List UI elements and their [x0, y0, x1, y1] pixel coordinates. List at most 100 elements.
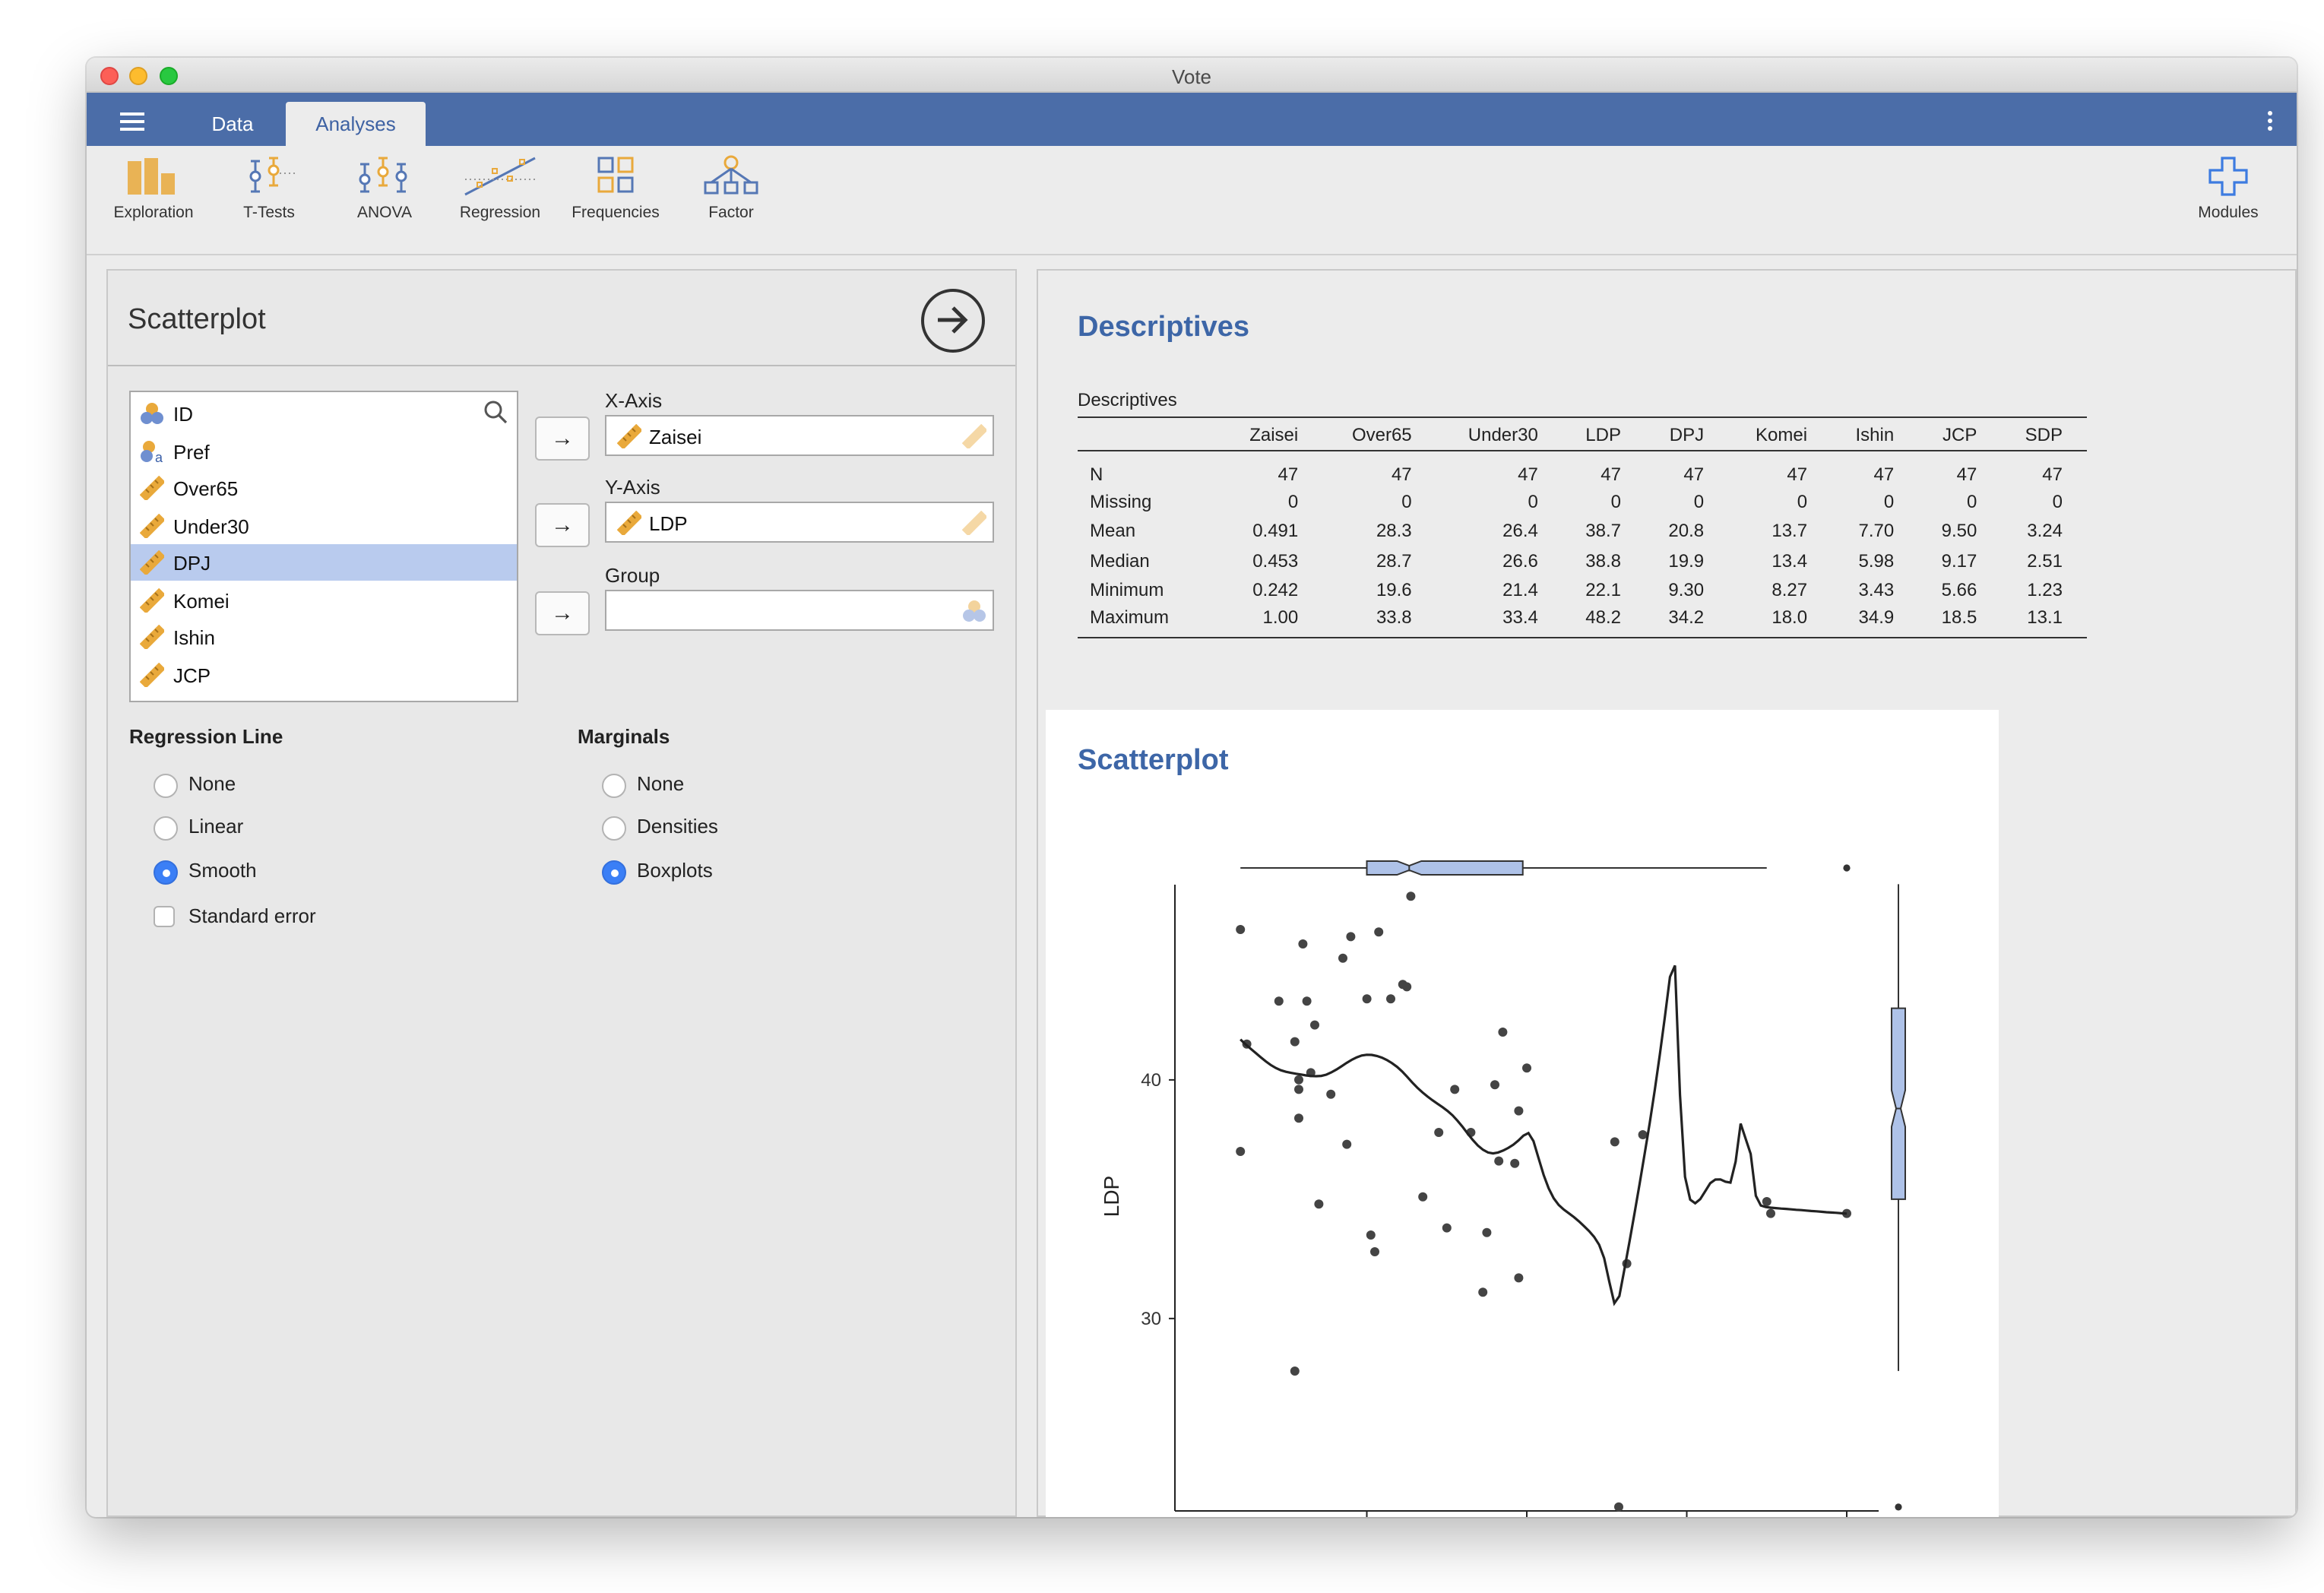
- data-point: [1366, 1230, 1376, 1240]
- regression-smooth-label: Smooth: [188, 859, 257, 882]
- maximize-window-button[interactable]: [160, 67, 178, 85]
- marginals-none-radio[interactable]: [602, 774, 626, 798]
- list-item[interactable]: Over65: [131, 470, 517, 506]
- marginals-boxplots-radio[interactable]: [602, 860, 626, 885]
- t-tests-button[interactable]: T-Tests: [216, 155, 322, 222]
- row-label: Maximum: [1078, 605, 1224, 638]
- continuous-icon: [140, 513, 164, 537]
- table-cell: 1.23: [2027, 579, 2063, 601]
- table-cell: 5.66: [1941, 579, 1977, 601]
- regression-none-radio[interactable]: [154, 774, 178, 798]
- modules-label: Modules: [2198, 204, 2259, 222]
- title-bar: Vote: [87, 58, 2297, 93]
- continuous-icon: [140, 476, 164, 500]
- table-cell: 13.7: [1771, 520, 1808, 542]
- descriptives-table-caption: Descriptives: [1078, 389, 1177, 410]
- list-item[interactable]: DPJ: [131, 544, 517, 581]
- list-item[interactable]: a Pref: [131, 432, 517, 469]
- data-point: [1294, 1075, 1303, 1085]
- t-tests-icon: [249, 157, 298, 193]
- x-axis-field[interactable]: Zaisei: [605, 415, 994, 456]
- move-to-y-axis-button[interactable]: →: [535, 503, 590, 547]
- search-icon[interactable]: [483, 400, 508, 432]
- regression-smooth-radio[interactable]: [154, 860, 178, 885]
- move-to-x-axis-button[interactable]: →: [535, 416, 590, 461]
- frequencies-icon: [597, 157, 634, 193]
- data-point: [1498, 1028, 1508, 1037]
- move-to-group-button[interactable]: →: [535, 591, 590, 635]
- row-label: Mean: [1090, 520, 1136, 542]
- regression-button[interactable]: Regression: [447, 155, 553, 222]
- table-cell: 0: [1287, 490, 1299, 512]
- anova-label: ANOVA: [357, 204, 412, 222]
- table-cell: 0.491: [1252, 520, 1299, 542]
- data-point: [1338, 953, 1347, 963]
- table-cell: 0: [1693, 490, 1705, 512]
- table-cell: 34.2: [1645, 605, 1729, 638]
- table-cell: 47: [1391, 464, 1412, 485]
- tab-analyses[interactable]: Analyses: [286, 102, 426, 146]
- modules-button[interactable]: Modules: [2175, 155, 2281, 222]
- marginals-none-label: None: [637, 772, 685, 795]
- regression-icon: [464, 157, 536, 196]
- run-analysis-button[interactable]: [921, 289, 985, 353]
- t-tests-label: T-Tests: [243, 204, 295, 222]
- column-header: Ishin: [1832, 416, 1919, 451]
- tab-data[interactable]: Data: [211, 112, 254, 135]
- regression-linear-radio[interactable]: [154, 816, 178, 841]
- column-header: Over65: [1322, 416, 1436, 451]
- table-cell: 9.50: [1941, 520, 1977, 542]
- list-item[interactable]: Ishin: [131, 619, 517, 655]
- table-cell: 19.9: [1668, 549, 1705, 572]
- data-point: [1482, 1227, 1492, 1237]
- app-window: Vote Data Analyses Exploration T-Tests: [87, 58, 2297, 1517]
- group-field[interactable]: [605, 590, 994, 631]
- anova-button[interactable]: ANOVA: [331, 155, 438, 222]
- table-cell: 34.9: [1832, 605, 1919, 638]
- more-options-icon[interactable]: [2268, 111, 2272, 134]
- table-cell: 47: [1278, 464, 1299, 485]
- continuous-icon: [140, 625, 164, 649]
- exploration-button[interactable]: Exploration: [100, 155, 207, 222]
- list-item[interactable]: Komei: [131, 581, 517, 618]
- regression-line-heading: Regression Line: [129, 725, 283, 748]
- table-cell: 38.8: [1585, 549, 1621, 572]
- menu-icon[interactable]: [120, 112, 144, 131]
- list-item[interactable]: Under30: [131, 507, 517, 543]
- variable-list[interactable]: ID a Pref Over65 Under30 DPJ Komei: [129, 391, 518, 702]
- table-cell: 3.43: [1858, 579, 1895, 601]
- column-header: Zaisei: [1223, 416, 1323, 451]
- variable-name: Ishin: [173, 626, 215, 649]
- table-cell: 0: [1610, 490, 1621, 512]
- data-point: [1290, 1037, 1300, 1047]
- table-cell: 0: [1966, 490, 1977, 512]
- data-point: [1434, 1128, 1444, 1137]
- table-cell: 33.4: [1436, 605, 1563, 638]
- smooth-line: [1240, 964, 1847, 1306]
- list-item[interactable]: ID: [131, 395, 517, 432]
- continuous-icon: [140, 587, 164, 612]
- data-point: [1314, 1199, 1324, 1209]
- standard-error-checkbox[interactable]: [154, 906, 175, 927]
- descriptives-table: Zaisei Over65 Under30 LDP DPJ Komei Ishi…: [1078, 416, 2087, 638]
- marginals-densities-radio[interactable]: [602, 816, 626, 841]
- factor-button[interactable]: Factor: [678, 155, 784, 222]
- app-bar: Data Analyses: [87, 93, 2297, 146]
- x-axis-value: Zaisei: [649, 426, 702, 448]
- y-axis-field[interactable]: LDP: [605, 502, 994, 543]
- table-cell: 9.17: [1941, 549, 1977, 572]
- close-window-button[interactable]: [100, 67, 119, 85]
- data-point: [1374, 927, 1384, 937]
- x-axis-label: X-Axis: [605, 389, 663, 412]
- variable-name: Pref: [173, 440, 210, 463]
- data-point: [1610, 1137, 1620, 1147]
- y-box: [1891, 1007, 1906, 1200]
- minimize-window-button[interactable]: [129, 67, 147, 85]
- data-point: [1236, 1147, 1246, 1156]
- table-cell: 20.8: [1668, 520, 1705, 542]
- list-item[interactable]: JCP: [131, 656, 517, 692]
- frequencies-button[interactable]: Frequencies: [562, 155, 669, 222]
- table-cell: 8.27: [1771, 579, 1808, 601]
- table-cell: 9.30: [1668, 579, 1705, 601]
- table-cell: 2.51: [2027, 549, 2063, 572]
